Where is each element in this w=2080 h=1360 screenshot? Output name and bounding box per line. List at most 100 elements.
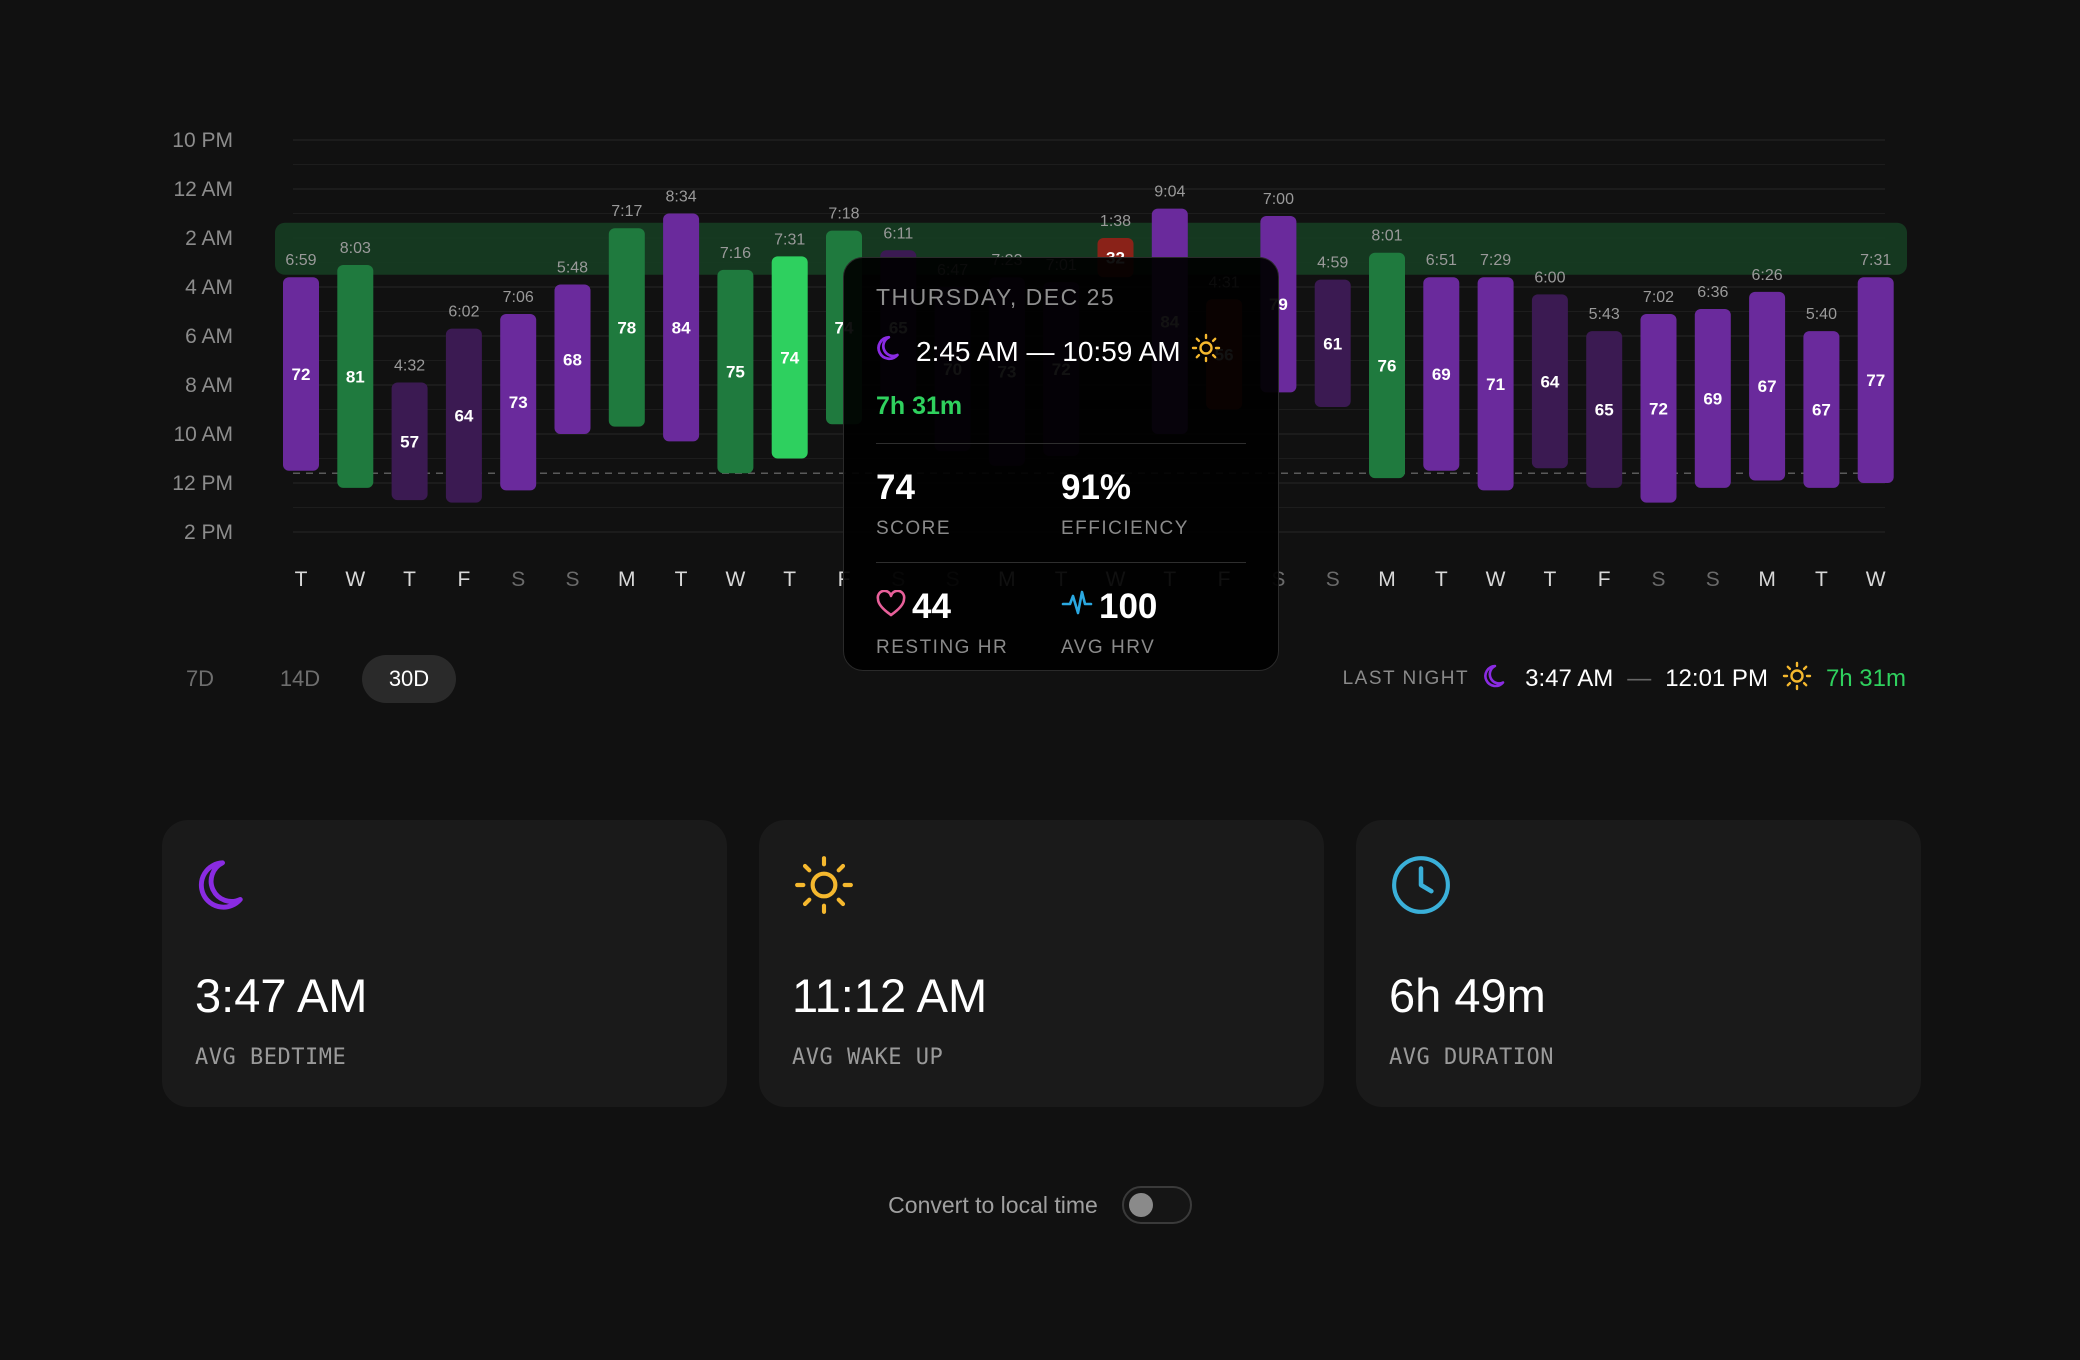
bar-score-label: 67 — [1812, 401, 1831, 420]
y-axis-label: 12 PM — [172, 472, 233, 495]
sleep-bar[interactable] — [717, 269, 754, 474]
bar-duration-label: 7:02 — [1643, 289, 1674, 306]
sleep-bar[interactable] — [663, 213, 700, 442]
range-14d-button[interactable]: 14D — [279, 666, 321, 691]
sleep-bar[interactable] — [608, 228, 645, 427]
sleep-bar[interactable] — [1423, 277, 1460, 471]
sleep-bar-group[interactable]: 75 7:16 — [717, 245, 754, 474]
sleep-bar[interactable] — [1477, 277, 1514, 491]
sleep-bar-group[interactable]: 69 6:36 — [1694, 284, 1731, 488]
bar-score-label: 71 — [1486, 375, 1505, 394]
sleep-bar[interactable] — [1586, 331, 1623, 488]
last-night-label: LAST NIGHT — [1342, 668, 1470, 689]
sleep-bar-group[interactable]: 64 6:00 — [1531, 269, 1568, 469]
sleep-bar[interactable] — [1640, 313, 1677, 503]
range-30d-button[interactable]: 30D — [362, 655, 456, 703]
y-axis-label: 10 PM — [172, 129, 233, 152]
sleep-bar[interactable] — [391, 382, 428, 501]
sleep-bar[interactable] — [337, 264, 374, 488]
sleep-bar-group[interactable]: 61 4:59 — [1314, 255, 1351, 408]
sleep-bar-group[interactable]: 72 6:59 — [283, 252, 319, 471]
day-label: M — [1758, 568, 1776, 591]
y-axis-label: 2 PM — [184, 521, 233, 544]
sleep-bar[interactable] — [1694, 309, 1731, 488]
sleep-bar-group[interactable]: 72 7:02 — [1640, 289, 1677, 503]
sleep-bar-group[interactable]: 64 6:02 — [445, 304, 482, 503]
bar-duration-label: 6:51 — [1426, 252, 1457, 269]
sleep-bar-group[interactable]: 76 8:01 — [1369, 228, 1405, 479]
bar-duration-label: 7:06 — [503, 289, 534, 306]
sleep-bar[interactable] — [1314, 279, 1351, 408]
moon-icon — [1483, 662, 1511, 697]
bar-duration-label: 8:34 — [666, 189, 697, 206]
bar-score-label: 64 — [454, 407, 473, 426]
bar-duration-label: 4:59 — [1317, 255, 1348, 272]
tooltip-divider — [876, 562, 1246, 563]
bar-score-label: 65 — [1595, 401, 1614, 420]
sleep-bar-group[interactable]: 74 7:31 — [771, 231, 808, 459]
bar-duration-label: 6:26 — [1752, 267, 1783, 284]
sleep-bar-group[interactable]: 71 7:29 — [1477, 252, 1514, 491]
moon-icon — [876, 333, 906, 370]
day-label: S — [1651, 568, 1665, 591]
bar-duration-label: 4:32 — [394, 358, 425, 375]
day-label: F — [457, 568, 470, 591]
sun-icon — [1191, 333, 1221, 370]
avg-duration-label: AVG DURATION — [1389, 1045, 1554, 1070]
bar-score-label: 75 — [726, 363, 745, 382]
bar-duration-label: 7:29 — [1480, 252, 1511, 269]
sun-icon — [793, 854, 855, 921]
sleep-bar[interactable] — [500, 313, 537, 491]
local-time-toggle[interactable] — [1121, 1186, 1192, 1224]
bar-score-label: 84 — [672, 318, 691, 337]
tooltip-duration: 7h 31m — [876, 392, 963, 420]
bar-score-label: 78 — [617, 318, 636, 337]
tooltip-efficiency: 91% — [1061, 468, 1132, 507]
avg-bedtime-value: 3:47 AM — [195, 969, 368, 1022]
bar-score-label: 74 — [780, 348, 799, 367]
day-label: S — [1326, 568, 1340, 591]
sleep-bar-group[interactable]: 84 8:34 — [663, 189, 700, 442]
bar-duration-label: 5:40 — [1806, 306, 1837, 323]
sleep-bar-group[interactable]: 57 4:32 — [391, 358, 428, 501]
sleep-bar[interactable] — [283, 277, 319, 471]
y-axis-label: 10 AM — [173, 423, 233, 446]
day-label: T — [675, 568, 688, 591]
bar-score-label: 76 — [1378, 356, 1397, 375]
y-axis-label: 2 AM — [185, 227, 233, 250]
bar-score-label: 67 — [1758, 377, 1777, 396]
day-label: M — [618, 568, 636, 591]
bar-duration-label: 6:00 — [1534, 269, 1565, 286]
sleep-bar-group[interactable]: 69 6:51 — [1423, 252, 1460, 471]
sleep-bar[interactable] — [1803, 331, 1840, 488]
sleep-bar-group[interactable]: 67 5:40 — [1803, 306, 1840, 488]
bar-score-label: 69 — [1703, 389, 1722, 408]
avg-bedtime-label: AVG BEDTIME — [195, 1045, 347, 1070]
day-label: S — [565, 568, 579, 591]
bar-duration-label: 7:31 — [1860, 252, 1891, 269]
sleep-bar-group[interactable]: 81 8:03 — [337, 240, 374, 488]
bar-duration-label: 6:36 — [1697, 284, 1728, 301]
sleep-bar[interactable] — [554, 284, 591, 434]
sleep-bar[interactable] — [1749, 291, 1786, 481]
sleep-bar[interactable] — [1531, 294, 1568, 469]
sleep-bar[interactable] — [445, 328, 482, 503]
sleep-bar-group[interactable]: 67 6:26 — [1749, 267, 1786, 481]
sleep-bar[interactable] — [771, 256, 808, 459]
avg-duration-value: 6h 49m — [1389, 969, 1546, 1022]
bar-duration-label: 7:16 — [720, 245, 751, 262]
sleep-bar-group[interactable]: 73 7:06 — [500, 289, 537, 491]
sleep-bar-group[interactable]: 77 7:31 — [1857, 252, 1894, 483]
sleep-bar-group[interactable]: 78 7:17 — [608, 203, 645, 427]
range-7d-button[interactable]: 7D — [185, 666, 215, 691]
sleep-bar[interactable] — [1369, 252, 1405, 479]
sleep-bar-group[interactable]: 65 5:43 — [1586, 306, 1623, 488]
hrv-pulse-icon — [1061, 587, 1093, 627]
bar-score-label: 72 — [292, 365, 311, 384]
tooltip-score-label: SCORE — [876, 518, 952, 539]
sleep-bar[interactable] — [1857, 277, 1894, 483]
sleep-bar-group[interactable]: 68 5:48 — [554, 260, 591, 434]
bar-score-label: 57 — [400, 432, 419, 451]
bar-score-label: 77 — [1866, 371, 1885, 390]
day-label: W — [1486, 568, 1506, 591]
